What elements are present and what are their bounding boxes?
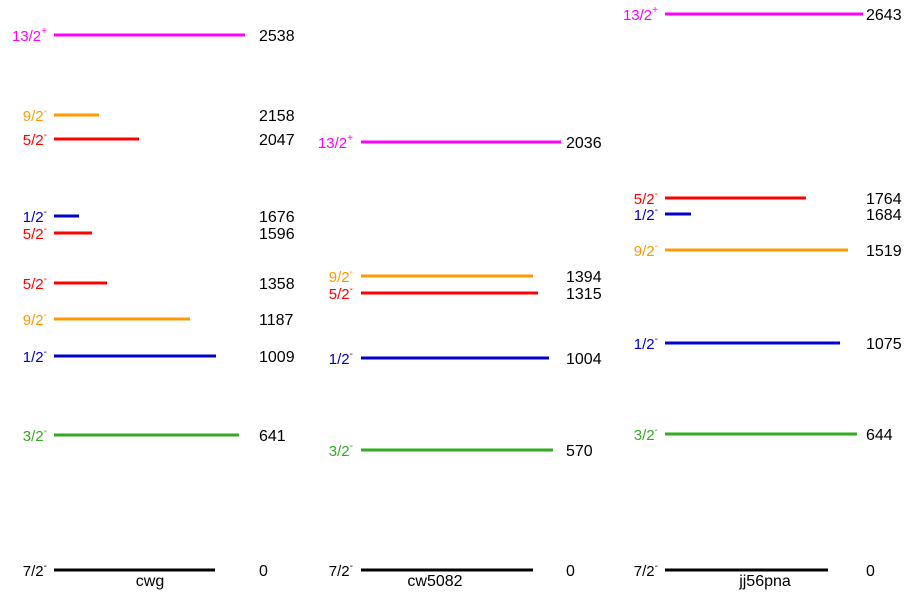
energy-value: 641 — [259, 428, 286, 445]
spin-parity-label: 9/2- — [329, 267, 353, 286]
spin-parity-label: 5/2- — [23, 224, 47, 243]
parity-text: - — [350, 284, 353, 295]
parity-text: + — [41, 26, 47, 37]
spin-text: 1/2 — [634, 207, 655, 224]
energy-value: 1187 — [259, 312, 294, 329]
energy-value: 1519 — [866, 243, 902, 260]
spin-text: 9/2 — [634, 243, 655, 260]
energy-value: 2047 — [259, 132, 295, 149]
spin-parity-label: 1/2- — [23, 347, 47, 366]
spin-parity-label: 3/2- — [329, 441, 353, 460]
spin-parity-label: 13/2+ — [623, 5, 658, 24]
parity-text: - — [350, 561, 353, 572]
spin-parity-label: 5/2- — [23, 274, 47, 293]
parity-text: - — [44, 224, 47, 235]
energy-value: 2158 — [259, 108, 295, 125]
parity-text: - — [44, 561, 47, 572]
spin-parity-label: 5/2- — [23, 130, 47, 149]
energy-value: 1358 — [259, 276, 295, 293]
spin-parity-label: 13/2+ — [12, 26, 47, 45]
energy-value: 1676 — [259, 209, 295, 226]
parity-text: - — [655, 189, 658, 200]
spin-text: 3/2 — [634, 427, 655, 444]
energy-value: 2036 — [566, 135, 602, 152]
parity-text: - — [350, 441, 353, 452]
spin-text: 9/2 — [23, 312, 44, 329]
spin-text: 5/2 — [23, 276, 44, 293]
parity-text: - — [44, 106, 47, 117]
parity-text: - — [655, 205, 658, 216]
energy-value: 1315 — [566, 286, 602, 303]
spin-parity-label: 9/2- — [23, 310, 47, 329]
energy-value: 1075 — [866, 336, 902, 353]
parity-text: - — [44, 426, 47, 437]
spin-text: 7/2 — [329, 563, 350, 580]
parity-text: + — [652, 5, 658, 16]
spin-parity-label: 3/2- — [634, 425, 658, 444]
parity-text: - — [655, 334, 658, 345]
energy-value: 0 — [566, 563, 575, 580]
panel-name: cw5082 — [407, 573, 462, 590]
energy-value: 1764 — [866, 191, 902, 208]
spin-text: 13/2 — [318, 135, 347, 152]
spin-parity-label: 5/2- — [634, 189, 658, 208]
parity-text: - — [655, 241, 658, 252]
energy-value: 1596 — [259, 226, 295, 243]
energy-value: 0 — [259, 563, 268, 580]
spin-parity-label: 9/2- — [23, 106, 47, 125]
spin-text: 1/2 — [23, 209, 44, 226]
panel-name: cwg — [136, 573, 164, 590]
spin-text: 3/2 — [329, 443, 350, 460]
energy-value: 0 — [866, 563, 875, 580]
spin-text: 5/2 — [329, 286, 350, 303]
parity-text: - — [44, 310, 47, 321]
spin-parity-label: 1/2- — [23, 207, 47, 226]
spin-text: 7/2 — [634, 563, 655, 580]
parity-text: - — [655, 561, 658, 572]
spin-parity-label: 7/2- — [23, 561, 47, 580]
spin-text: 9/2 — [329, 269, 350, 286]
spin-text: 5/2 — [634, 191, 655, 208]
spin-text: 13/2 — [12, 28, 41, 45]
parity-text: - — [350, 267, 353, 278]
energy-value: 570 — [566, 443, 593, 460]
energy-value: 1004 — [566, 351, 602, 368]
spin-parity-label: 7/2- — [634, 561, 658, 580]
spin-parity-label: 7/2- — [329, 561, 353, 580]
spin-parity-label: 9/2- — [634, 241, 658, 260]
spin-text: 5/2 — [23, 226, 44, 243]
parity-text: - — [44, 207, 47, 218]
parity-text: - — [44, 347, 47, 358]
parity-text: - — [44, 130, 47, 141]
parity-text: - — [44, 274, 47, 285]
spin-text: 9/2 — [23, 108, 44, 125]
energy-value: 2643 — [866, 7, 902, 24]
spin-text: 1/2 — [23, 349, 44, 366]
spin-parity-label: 1/2- — [634, 205, 658, 224]
spin-text: 5/2 — [23, 132, 44, 149]
spin-parity-label: 13/2+ — [318, 133, 353, 152]
spin-text: 1/2 — [329, 351, 350, 368]
spin-text: 13/2 — [623, 7, 652, 24]
spin-text: 3/2 — [23, 428, 44, 445]
spin-text: 1/2 — [634, 336, 655, 353]
spin-parity-label: 1/2- — [634, 334, 658, 353]
energy-value: 1009 — [259, 349, 295, 366]
energy-value: 2538 — [259, 28, 295, 45]
parity-text: + — [347, 133, 353, 144]
parity-text: - — [655, 425, 658, 436]
spin-parity-label: 5/2- — [329, 284, 353, 303]
parity-text: - — [350, 349, 353, 360]
spin-text: 7/2 — [23, 563, 44, 580]
spin-parity-label: 3/2- — [23, 426, 47, 445]
energy-value: 1394 — [566, 269, 602, 286]
panel-name: jj56pna — [738, 573, 791, 590]
energy-value: 644 — [866, 427, 893, 444]
energy-value: 1684 — [866, 207, 902, 224]
spin-parity-label: 1/2- — [329, 349, 353, 368]
